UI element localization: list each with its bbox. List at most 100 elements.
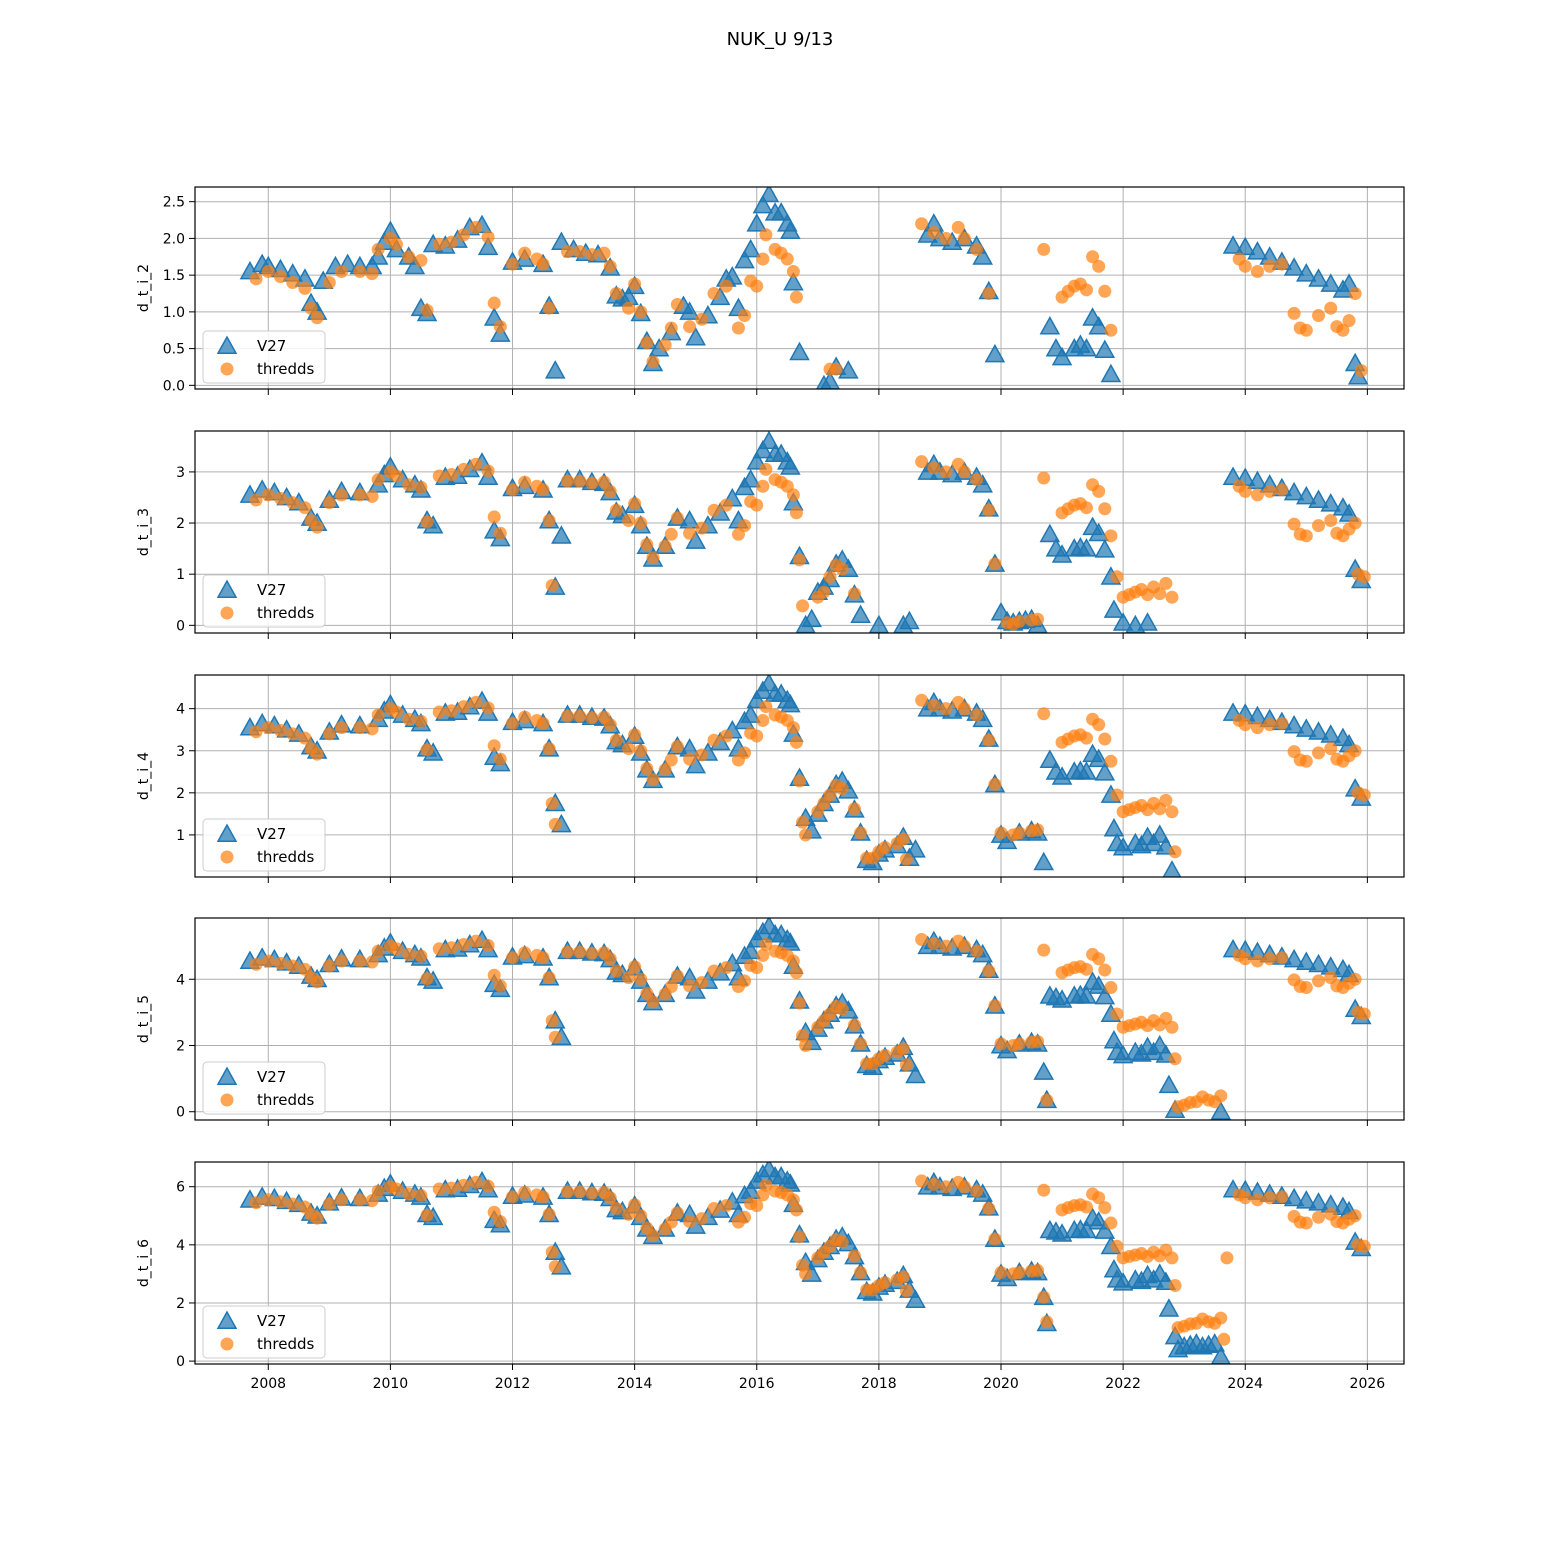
thredds-point: [1312, 309, 1326, 323]
thredds-point: [487, 1205, 501, 1219]
y-tick-label: 2.0: [163, 231, 185, 247]
v27-point: [905, 1289, 926, 1309]
v27-point: [544, 360, 566, 379]
thredds-point: [988, 557, 1002, 571]
thredds-point: [487, 296, 501, 310]
v27-point: [746, 213, 768, 232]
v27-point: [1296, 718, 1317, 737]
thredds-point: [793, 553, 806, 567]
thredds-point: [365, 722, 379, 736]
y-axis-label: d_t_i_3: [136, 508, 152, 556]
thredds-point: [1357, 570, 1371, 584]
v27-point: [838, 360, 859, 379]
thredds-point: [1079, 501, 1093, 515]
thredds-point: [469, 695, 483, 709]
thredds-point: [1165, 1251, 1179, 1265]
thredds-point: [249, 272, 263, 286]
thredds-point: [738, 519, 752, 533]
y-tick-label: 2.5: [163, 195, 185, 211]
v27-point: [1283, 481, 1305, 501]
thredds-point: [664, 980, 678, 994]
thredds-point: [560, 709, 574, 723]
thredds-point: [322, 496, 336, 510]
thredds-point: [518, 946, 532, 960]
thredds-point: [1348, 972, 1362, 986]
thredds-point: [493, 752, 507, 766]
subplot-d-t-i-3: 0 1 2 3 d_t_i_3 V27 thredds: [136, 430, 1405, 639]
thredds-point: [847, 1018, 861, 1032]
thredds-point: [927, 698, 941, 712]
thredds-point: [545, 578, 559, 592]
thredds-point: [915, 217, 929, 231]
thredds-point: [970, 1184, 984, 1198]
thredds-point: [750, 498, 764, 512]
thredds-point: [634, 516, 648, 530]
v27-point: [1039, 749, 1061, 768]
thredds-point: [273, 1195, 287, 1209]
v27-point: [1094, 539, 1116, 558]
thredds-point: [273, 724, 287, 738]
thredds-point: [609, 287, 623, 301]
x-tick-label: 2012: [495, 1376, 531, 1392]
thredds-point: [1214, 1311, 1228, 1325]
thredds-point: [573, 1185, 587, 1199]
thredds-point: [390, 469, 403, 483]
thredds-point: [1348, 516, 1362, 530]
thredds-point: [847, 1249, 861, 1263]
thredds-point: [444, 704, 458, 718]
thredds-point: [799, 1038, 813, 1052]
thredds-point: [854, 826, 868, 840]
thredds-point: [335, 264, 349, 278]
v27-point: [1100, 363, 1122, 383]
thredds-point: [286, 727, 300, 741]
axes-frame: [194, 917, 1405, 1121]
thredds-point: [634, 305, 648, 319]
thredds-point: [322, 275, 336, 289]
thredds-point: [353, 488, 367, 502]
thredds-point: [896, 1042, 910, 1056]
thredds-point: [793, 774, 806, 788]
thredds-point: [1342, 314, 1356, 328]
thredds-point: [469, 457, 483, 471]
v27-point: [1088, 748, 1109, 768]
thredds-point: [609, 964, 623, 978]
thredds-point: [1040, 1093, 1054, 1107]
thredds-point: [988, 777, 1002, 791]
thredds-point: [939, 231, 953, 245]
thredds-point: [759, 462, 773, 476]
x-tick-label: 2008: [250, 1376, 286, 1392]
thredds-point: [609, 503, 623, 517]
thredds-point: [970, 708, 984, 722]
thredds-point: [628, 960, 642, 974]
legend-label: thredds: [257, 604, 314, 622]
thredds-point: [353, 721, 367, 735]
thredds-point: [1159, 576, 1173, 590]
thredds-point: [759, 937, 773, 951]
y-tick-label: 2: [176, 786, 185, 802]
thredds-point: [878, 1048, 892, 1062]
thredds-point: [640, 538, 654, 552]
thredds-point: [719, 961, 733, 975]
thredds-point: [548, 1260, 562, 1274]
thredds-point: [1287, 517, 1301, 531]
x-tick-label: 2014: [617, 1376, 653, 1392]
legend: V27 thredds: [202, 330, 326, 384]
thredds-point: [796, 815, 810, 829]
thredds-point: [988, 1232, 1002, 1246]
y-tick-label: 6: [176, 1180, 185, 1196]
thredds-point: [310, 520, 324, 534]
thredds-point: [335, 488, 349, 502]
thredds-point: [1110, 1239, 1124, 1253]
thredds-point: [249, 725, 263, 739]
thredds-point: [1104, 981, 1118, 995]
thredds-point: [927, 461, 941, 475]
thredds-point: [759, 228, 773, 242]
thredds-point: [487, 510, 501, 524]
thredds-point: [1324, 301, 1338, 315]
thredds-point: [927, 226, 941, 240]
thredds-point: [457, 937, 471, 951]
thredds-point: [585, 476, 599, 490]
thredds-point: [390, 705, 403, 719]
thredds-point: [493, 526, 507, 540]
v27-point: [1088, 316, 1109, 335]
